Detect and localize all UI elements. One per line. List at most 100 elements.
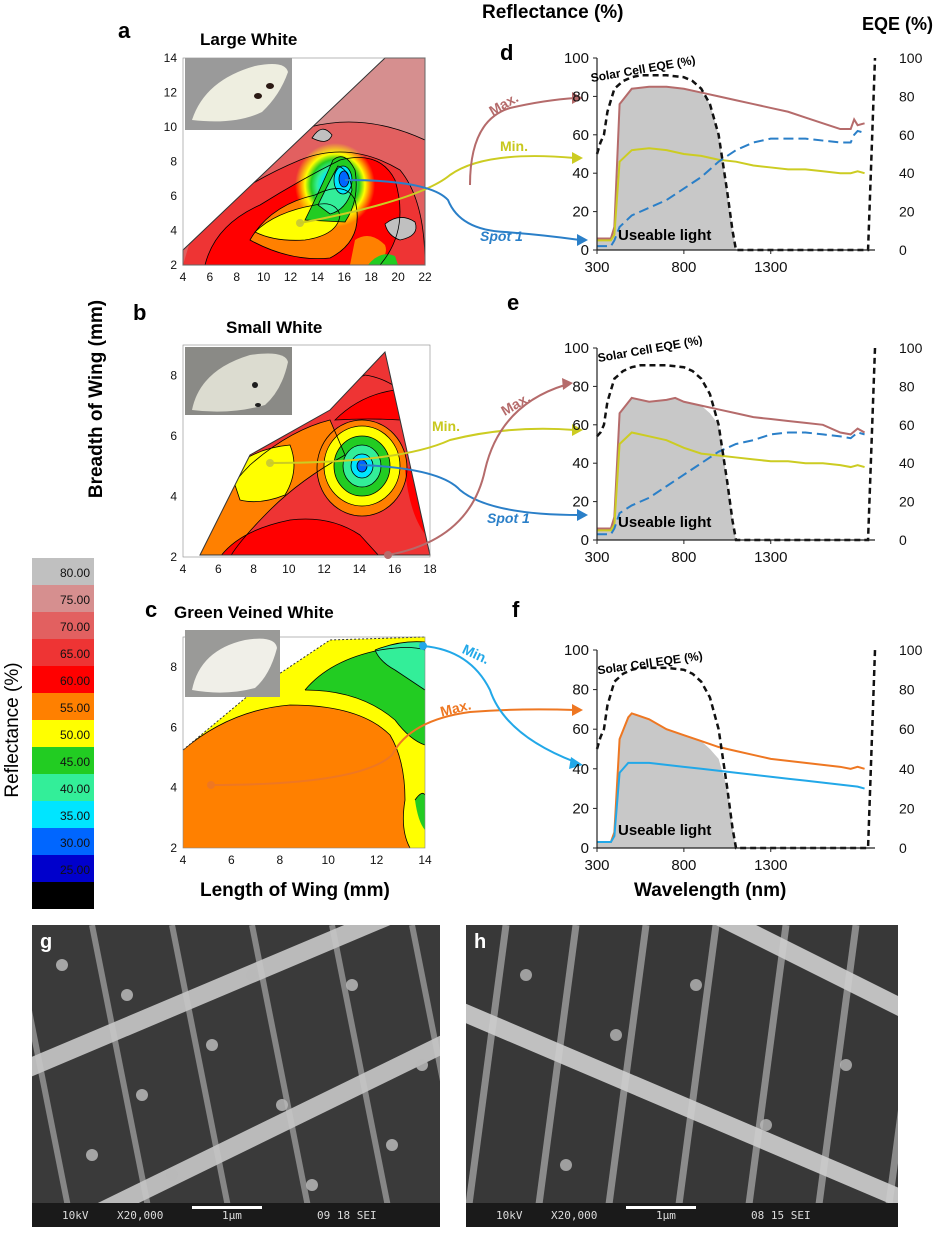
panel-letter-g: g — [40, 931, 53, 953]
series-spot-1 — [597, 129, 865, 248]
colorbar-swatch — [32, 693, 94, 720]
sem-kv-h: 10kV — [496, 1209, 523, 1222]
y2-tick-label: 80 — [899, 88, 915, 104]
heatmap-y-tick-a: 12 — [164, 86, 178, 100]
heatmap-y-tick-c: 4 — [170, 781, 177, 795]
heatmap-x-tick-a: 18 — [365, 270, 379, 284]
colorbar-level-label: 70.00 — [60, 620, 90, 634]
heatmap-x-tick-a: 16 — [338, 270, 352, 284]
colorbar-swatch — [32, 747, 94, 774]
series-min- — [597, 147, 865, 242]
spectrum-chart-f: 0 20 40 60 80 100 0 20 40 60 80 100 300 800 1300 — [564, 642, 923, 874]
series-max- — [597, 85, 865, 240]
heatmap-y-tick-b: 2 — [170, 550, 177, 564]
heatmap-y-tick-c: 2 — [170, 841, 177, 855]
colorbar-swatch — [32, 612, 94, 639]
spot1-label-e: Spot 1 — [487, 510, 530, 526]
sem-info-h: 08 15 SEI — [751, 1209, 811, 1222]
y2-tick-label: 60 — [899, 417, 915, 433]
min-label-e: Min. — [432, 418, 460, 434]
heatmap-x-tick-c: 6 — [228, 853, 235, 867]
panel-letter-c: c — [145, 597, 158, 622]
colorbar: 80.00 75.00 70.00 65.00 60.00 55.00 50.00 45.00… — [32, 558, 94, 909]
sem-scale-h: 1μm — [656, 1209, 676, 1222]
heatmap-x-tick-c: 8 — [276, 853, 283, 867]
useable-light-f: Useable light — [618, 822, 712, 839]
y2-tick-label: 80 — [899, 682, 915, 698]
heatmap-x-tick-b: 16 — [388, 562, 402, 576]
colorbar-swatch — [32, 558, 94, 585]
sem-texture-h — [466, 925, 898, 1227]
colorbar-level-label: 45.00 — [60, 755, 90, 769]
wavelength-axis-label: Wavelength (nm) — [634, 880, 787, 901]
y2-tick-label: 0 — [899, 532, 907, 548]
colorbar-axis-label: Reflectance (%) — [2, 662, 23, 798]
top-reflectance-label: Reflectance (%) — [482, 2, 624, 23]
wing-photo-c — [185, 630, 280, 697]
series-max- — [597, 712, 865, 844]
y-tick-label: 100 — [564, 340, 589, 357]
y2-tick-label: 20 — [899, 204, 915, 220]
spot1-label-d: Spot 1 — [480, 228, 523, 244]
wing-photo-b — [185, 347, 292, 415]
series-min- — [597, 761, 865, 844]
heatmap-x-tick-b: 12 — [317, 562, 331, 576]
panel-title-b: Small White — [226, 318, 323, 337]
sem-info-bar-g: 10kV X20,000 1μm 09 18 SEI — [32, 1203, 440, 1227]
y-tick-label: 60 — [572, 721, 589, 738]
heatmap-x-tick-a: 6 — [207, 270, 214, 284]
x-tick-label: 1300 — [754, 259, 787, 276]
colorbar-swatch — [32, 774, 94, 801]
heatmap-x-tick-a: 8 — [233, 270, 240, 284]
x-tick-label: 800 — [671, 857, 696, 874]
colorbar-swatch — [32, 882, 94, 909]
sem-mag-h: X20,000 — [551, 1209, 598, 1222]
sem-scale-bar-g — [192, 1206, 262, 1209]
heatmap-y-tick-b: 8 — [170, 368, 177, 382]
breadth-axis-label: Breadth of Wing (mm) — [86, 299, 107, 499]
y2-tick-label: 80 — [899, 378, 915, 394]
panel-title-c: Green Veined White — [174, 603, 334, 622]
colorbar-swatch — [32, 666, 94, 693]
y-tick-label: 60 — [572, 127, 589, 144]
panel-letter-h: h — [474, 931, 487, 953]
wing-photo-a — [185, 58, 292, 130]
y2-tick-label: 60 — [899, 127, 915, 143]
heatmap-x-tick-b: 4 — [180, 562, 187, 576]
min-label-d: Min. — [500, 138, 528, 154]
y2-tick-label: 20 — [899, 800, 915, 816]
series-min- — [597, 431, 865, 532]
sem-scale-g: 1μm — [222, 1209, 242, 1222]
colorbar-swatch — [32, 828, 94, 855]
x-tick-label: 300 — [584, 549, 609, 566]
heatmap-x-tick-a: 14 — [311, 270, 325, 284]
colorbar-swatch — [32, 639, 94, 666]
y2-tick-label: 40 — [899, 761, 915, 777]
y2-tick-label: 40 — [899, 455, 915, 471]
sem-kv-g: 10kV — [62, 1209, 89, 1222]
y-tick-label: 20 — [572, 494, 589, 511]
colorbar-level-label: 75.00 — [60, 593, 90, 607]
sem-image-h: h 10kV X20,000 1μm 08 15 SEI — [466, 925, 898, 1227]
colorbar-level-label: 80.00 — [60, 566, 90, 580]
y2-tick-label: 100 — [899, 642, 923, 658]
y-tick-label: 40 — [572, 761, 589, 778]
heatmap-x-tick-b: 6 — [215, 562, 222, 576]
colorbar-swatch — [32, 720, 94, 747]
y-tick-label: 80 — [572, 378, 589, 395]
panel-letter-e: e — [507, 290, 520, 315]
colorbar-level-label: 35.00 — [60, 809, 90, 823]
heatmap-x-tick-a: 4 — [180, 270, 187, 284]
series-solar-cell-eqe- — [595, 649, 877, 850]
sem-info-bar-h: 10kV X20,000 1μm 08 15 SEI — [466, 1203, 898, 1227]
sem-texture-g — [32, 925, 440, 1227]
heatmap-x-tick-c: 12 — [370, 853, 384, 867]
heatmap-y-tick-b: 4 — [170, 489, 177, 503]
y2-tick-label: 100 — [899, 50, 923, 66]
x-tick-label: 1300 — [754, 549, 787, 566]
heatmap-x-tick-a: 10 — [257, 270, 271, 284]
x-tick-label: 800 — [671, 549, 696, 566]
